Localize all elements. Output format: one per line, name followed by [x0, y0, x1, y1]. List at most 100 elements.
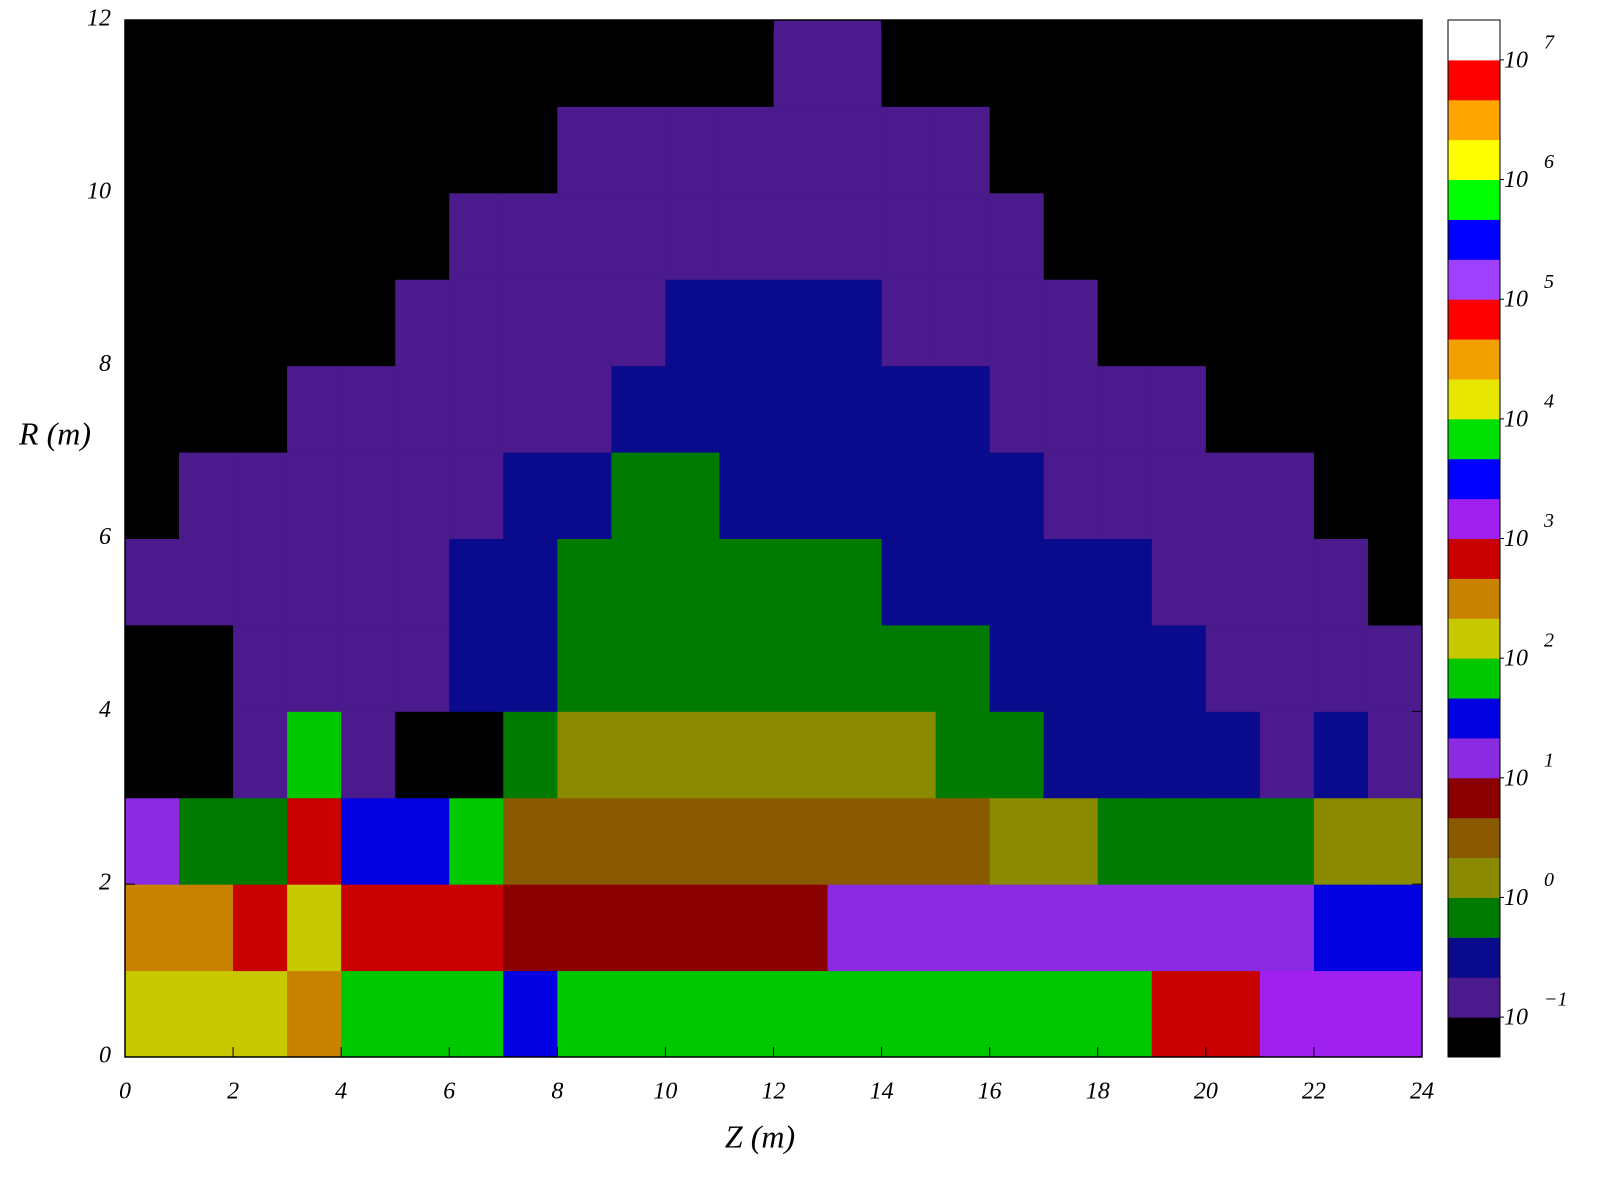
colorbar-tick-label: 10	[1504, 526, 1528, 552]
heatmap-cell	[773, 538, 829, 626]
heatmap-cell	[341, 106, 396, 194]
heatmap-cell	[773, 279, 829, 367]
heatmap-cell	[125, 624, 180, 712]
heatmap-cell	[179, 106, 234, 194]
heatmap-cell	[1043, 538, 1099, 626]
colorbar-tick-exponent: 3	[1543, 510, 1554, 532]
heatmap-cell	[449, 279, 504, 367]
heatmap-cell	[827, 711, 883, 799]
heatmap-cell	[341, 452, 396, 539]
heatmap-cell	[233, 452, 288, 539]
heatmap-cell	[827, 20, 883, 107]
heatmap-cell	[611, 192, 666, 280]
heatmap-cell	[935, 538, 991, 626]
heatmap-cell	[827, 797, 883, 885]
colorbar-tick-label: 10	[1504, 885, 1528, 911]
heatmap-cell	[1205, 365, 1261, 453]
heatmap-cell	[773, 192, 829, 280]
heatmap-cell	[125, 538, 180, 626]
heatmap-cell	[665, 452, 720, 539]
heatmap-cell	[341, 20, 396, 107]
heatmap-cell	[1097, 452, 1153, 539]
heatmap-cell	[1367, 20, 1423, 107]
heatmap-cell	[1367, 279, 1423, 367]
heatmap-cell	[881, 538, 937, 626]
colorbar-tick-label: 10	[1504, 406, 1528, 432]
heatmap-cell	[1097, 711, 1153, 799]
heatmap-cell	[1259, 106, 1315, 194]
heatmap-cell	[287, 624, 342, 712]
heatmap-cell	[611, 106, 666, 194]
colorbar-band	[1448, 299, 1500, 340]
heatmap-cell	[881, 711, 937, 799]
heatmap-cell	[773, 970, 829, 1058]
colorbar-band	[1448, 737, 1500, 779]
colorbar-band	[1448, 578, 1500, 619]
heatmap-cell	[773, 20, 829, 107]
heatmap-cell	[341, 797, 396, 885]
colorbar-tick-exponent: 6	[1544, 151, 1554, 173]
heatmap-cell	[1313, 538, 1369, 626]
heatmap-cell	[287, 192, 342, 280]
heatmap-cell	[503, 538, 558, 626]
heatmap-cell	[773, 624, 829, 712]
heatmap-cell	[827, 106, 883, 194]
colorbar-band	[1448, 777, 1500, 819]
heatmap-cell	[611, 797, 666, 885]
colorbar-band	[1448, 618, 1500, 659]
heatmap-cell	[395, 20, 450, 107]
heatmap-cell	[935, 884, 991, 972]
heatmap-cell	[719, 452, 774, 539]
heatmap-cell	[287, 365, 342, 453]
heatmap-cell	[1043, 365, 1099, 453]
colorbar-band	[1448, 99, 1500, 141]
heatmap-cell	[395, 452, 450, 539]
heatmap-cell	[233, 884, 288, 972]
heatmap-cell	[179, 970, 234, 1058]
heatmap-cell	[1313, 797, 1369, 885]
heatmap-cell	[1151, 884, 1207, 972]
heatmap-cell	[989, 538, 1045, 626]
colorbar-band	[1448, 1017, 1500, 1058]
heatmap-cell	[1367, 106, 1423, 194]
heatmap-cell	[179, 20, 234, 107]
x-tick-label: 20	[1194, 1079, 1218, 1105]
heatmap-cell	[233, 192, 288, 280]
heatmap-cell	[989, 106, 1045, 194]
heatmap-cell	[665, 279, 720, 367]
heatmap-cell	[989, 365, 1045, 453]
y-tick-label: 10	[87, 178, 111, 204]
colorbar-tick-exponent: −1	[1544, 989, 1568, 1011]
heatmap-cell	[1205, 884, 1261, 972]
heatmap-cell	[665, 797, 720, 885]
heatmap-cell	[935, 624, 991, 712]
heatmap-cell	[1205, 797, 1261, 885]
heatmap-cell	[1043, 970, 1099, 1058]
heatmap-cell	[719, 106, 774, 194]
y-tick-label: 4	[99, 697, 111, 723]
heatmap-cell	[341, 365, 396, 453]
heatmap-cell	[1043, 711, 1099, 799]
heatmap-cell	[125, 106, 180, 194]
heatmap-cell	[719, 365, 774, 453]
heatmap-cell	[1151, 624, 1207, 712]
heatmap-cell	[611, 970, 666, 1058]
heatmap-cell	[1259, 538, 1315, 626]
heatmap-cell	[503, 711, 558, 799]
colorbar-band	[1448, 977, 1500, 1018]
heatmap-cell	[1097, 624, 1153, 712]
heatmap-cell	[935, 452, 991, 539]
x-tick-label: 18	[1086, 1079, 1110, 1105]
y-axis-label: R (m)	[18, 415, 91, 451]
heatmap-cell	[719, 970, 774, 1058]
x-tick-label: 24	[1410, 1079, 1434, 1105]
heatmap-cell	[179, 538, 234, 626]
heatmap-cell	[1205, 970, 1261, 1058]
x-tick-label: 22	[1302, 1079, 1326, 1105]
heatmap-cell	[1043, 20, 1099, 107]
heatmap-cell	[1043, 624, 1099, 712]
heatmap-cell	[773, 106, 829, 194]
x-tick-label: 0	[119, 1079, 131, 1105]
heatmap-cell	[341, 884, 396, 972]
colorbar-band	[1448, 458, 1500, 500]
